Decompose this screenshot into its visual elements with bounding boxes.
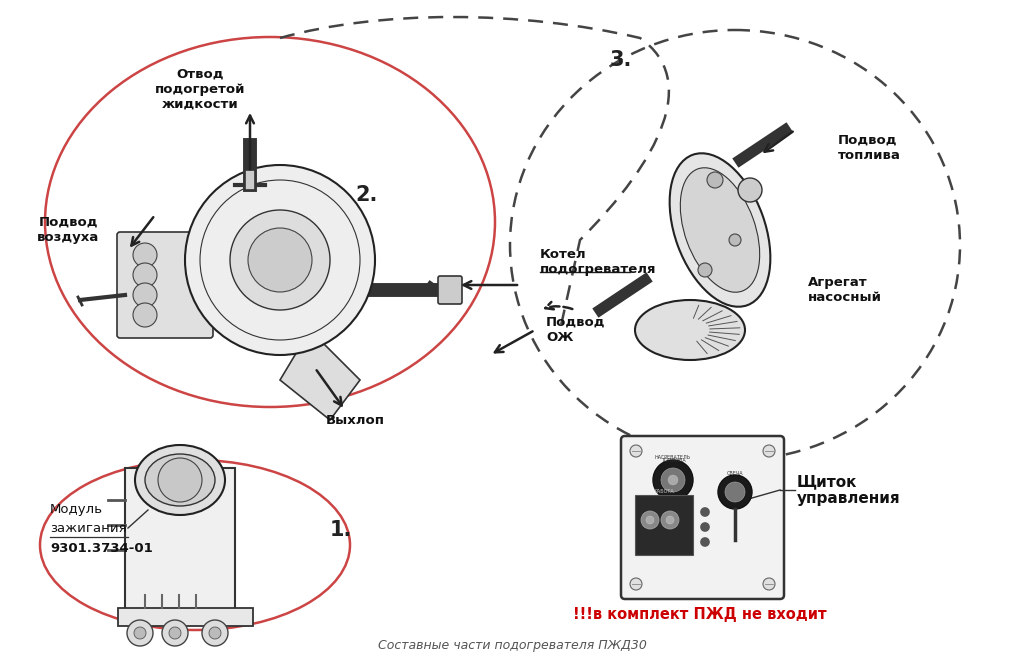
Text: 9301.3734-01: 9301.3734-01 [50, 542, 153, 555]
Circle shape [133, 303, 157, 327]
Circle shape [630, 445, 642, 457]
Text: Модуль: Модуль [50, 504, 103, 516]
FancyBboxPatch shape [438, 276, 462, 304]
Circle shape [134, 627, 146, 639]
Text: НАГРЕВАТЕЛЬ: НАГРЕВАТЕЛЬ [655, 455, 691, 460]
Circle shape [209, 627, 221, 639]
Circle shape [668, 475, 678, 485]
FancyBboxPatch shape [635, 495, 693, 555]
Text: зажигания: зажигания [50, 522, 127, 534]
Circle shape [230, 210, 330, 310]
Ellipse shape [680, 167, 760, 292]
Ellipse shape [635, 300, 745, 360]
Ellipse shape [135, 445, 225, 515]
Circle shape [662, 511, 679, 529]
Text: 2.: 2. [355, 185, 378, 205]
FancyBboxPatch shape [125, 468, 234, 613]
Circle shape [162, 620, 188, 646]
Circle shape [666, 516, 674, 524]
Text: Агрегат
насосный: Агрегат насосный [808, 276, 882, 304]
Polygon shape [280, 330, 360, 420]
Ellipse shape [670, 154, 770, 307]
Text: Подвод
воздуха: Подвод воздуха [37, 216, 99, 244]
Circle shape [630, 578, 642, 590]
Circle shape [701, 523, 709, 531]
Circle shape [158, 458, 202, 502]
Circle shape [202, 620, 228, 646]
Circle shape [707, 172, 723, 188]
Circle shape [763, 578, 775, 590]
Text: Подвод
топлива: Подвод топлива [838, 134, 901, 162]
Text: Подвод
ОЖ: Подвод ОЖ [546, 316, 605, 344]
Text: Щиток
управления: Щиток управления [797, 474, 901, 506]
Circle shape [653, 460, 693, 500]
Circle shape [127, 620, 153, 646]
Circle shape [763, 445, 775, 457]
Circle shape [718, 475, 752, 509]
Text: 3.: 3. [610, 50, 633, 70]
Circle shape [169, 627, 181, 639]
Text: Выхлоп: Выхлоп [326, 414, 384, 426]
Circle shape [133, 283, 157, 307]
Text: Составные части подогревателя ПЖД30: Составные части подогревателя ПЖД30 [378, 639, 646, 651]
Text: Котел
подогревателя: Котел подогревателя [540, 248, 656, 276]
Circle shape [133, 263, 157, 287]
Circle shape [725, 482, 745, 502]
Circle shape [738, 178, 762, 202]
Text: Отвод
подогретой
жидкости: Отвод подогретой жидкости [155, 68, 246, 111]
Circle shape [698, 263, 712, 277]
Circle shape [646, 516, 654, 524]
Circle shape [701, 538, 709, 546]
Text: ТОПЛИВА: ТОПЛИВА [660, 458, 685, 463]
Circle shape [662, 468, 685, 492]
Text: !!!в комплект ПЖД не входит: !!!в комплект ПЖД не входит [573, 608, 826, 622]
Text: СВЕЧА: СВЕЧА [727, 471, 743, 476]
Text: РАБОТА: РАБОТА [654, 489, 674, 494]
Circle shape [729, 234, 741, 246]
FancyBboxPatch shape [621, 436, 784, 599]
FancyBboxPatch shape [117, 232, 213, 338]
Circle shape [641, 511, 659, 529]
Ellipse shape [145, 454, 215, 506]
FancyBboxPatch shape [118, 608, 253, 626]
Circle shape [133, 243, 157, 267]
Text: 1.: 1. [330, 520, 352, 540]
Circle shape [185, 165, 375, 355]
Circle shape [701, 508, 709, 516]
Circle shape [248, 228, 312, 292]
